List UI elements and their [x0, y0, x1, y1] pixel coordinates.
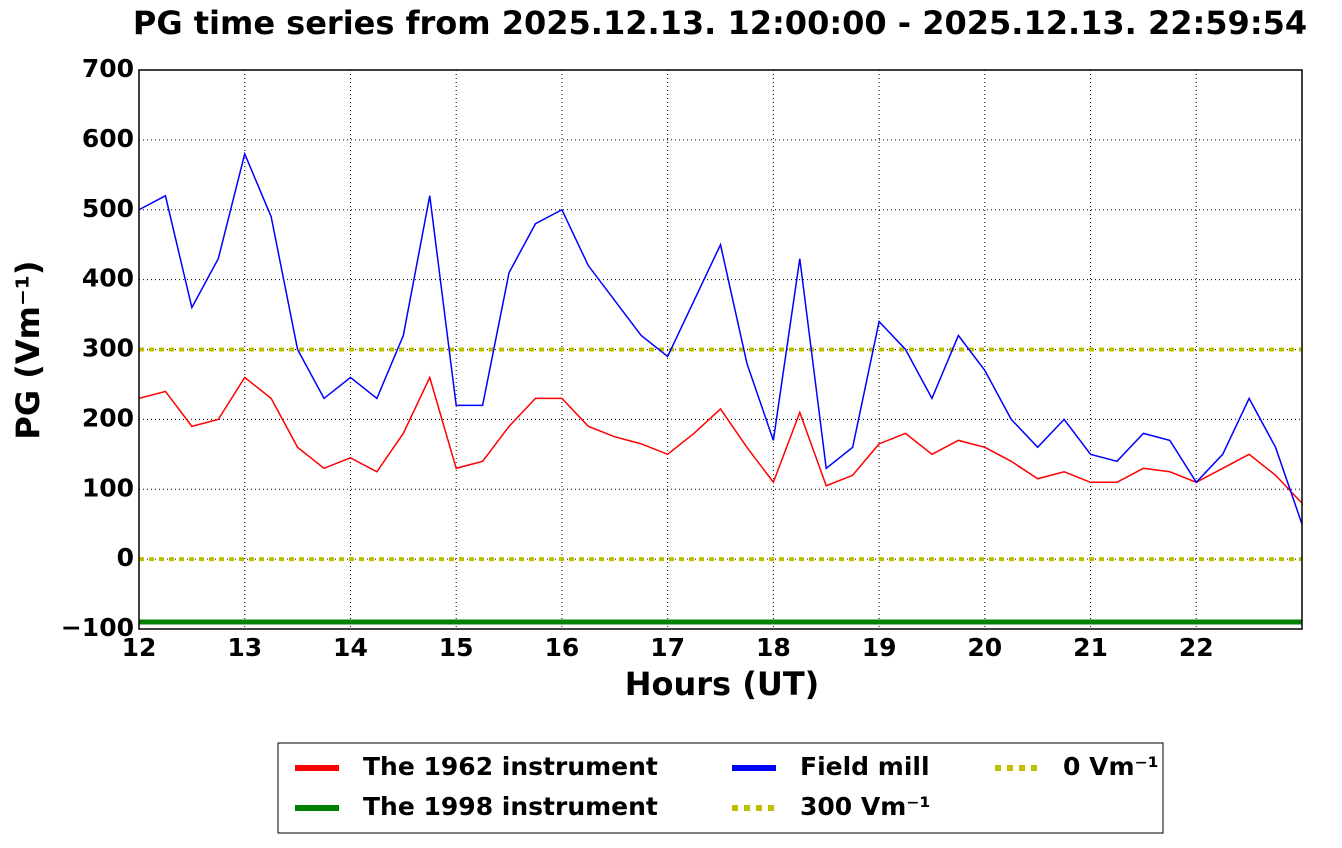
- y-tick-label: 100: [82, 473, 134, 502]
- plot-frame: [138, 69, 1303, 630]
- y-axis-label: PG (Vm⁻¹): [9, 260, 47, 439]
- chart-title: PG time series from 2025.12.13. 12:00:00…: [133, 4, 1307, 42]
- x-axis-label: Hours (UT): [625, 665, 820, 703]
- x-tick-label: 17: [650, 633, 685, 662]
- legend-label: The 1998 instrument: [363, 792, 658, 821]
- y-tick-label: 0: [117, 543, 134, 572]
- legend-label: The 1962 instrument: [363, 752, 658, 781]
- x-tick-label: 21: [1073, 633, 1108, 662]
- y-tick-label: 300: [82, 334, 134, 363]
- y-tick-label: 500: [82, 194, 134, 223]
- x-tick-label: 14: [333, 633, 368, 662]
- y-tick-label: 700: [82, 54, 134, 83]
- series-line: [138, 375, 1303, 504]
- x-tick-label: 13: [227, 633, 262, 662]
- x-tick-label: 12: [122, 633, 157, 662]
- y-tick-label: 200: [82, 403, 134, 432]
- y-tick-label: 400: [82, 264, 134, 293]
- x-tick-label: 20: [967, 633, 1002, 662]
- y-tick-label: −100: [61, 613, 134, 642]
- x-tick-label: 16: [545, 633, 580, 662]
- y-tick-label: 600: [82, 124, 134, 153]
- x-tick-label: 22: [1179, 633, 1214, 662]
- legend-label: Field mill: [800, 752, 930, 781]
- legend-label: 300 Vm⁻¹: [800, 792, 930, 821]
- series-line: [138, 151, 1303, 525]
- x-tick-label: 15: [439, 633, 474, 662]
- legend-label: 0 Vm⁻¹: [1063, 752, 1159, 781]
- legend: [277, 742, 1164, 834]
- x-tick-label: 19: [862, 633, 897, 662]
- x-tick-label: 18: [756, 633, 791, 662]
